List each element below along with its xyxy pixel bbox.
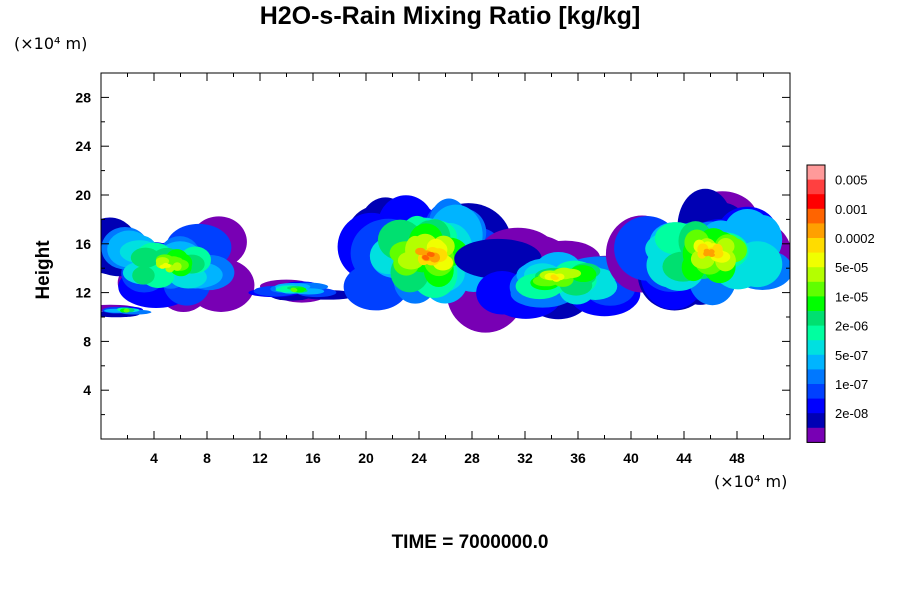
y-tick-label: 20 xyxy=(75,187,91,203)
colorbar-label: 0.0002 xyxy=(835,231,875,246)
colorbar-swatch xyxy=(807,427,825,443)
mixing-ratio-field xyxy=(101,188,790,333)
colorbar-swatch xyxy=(807,325,825,341)
cloud-cell xyxy=(162,262,169,268)
colorbar-swatch xyxy=(807,354,825,370)
colorbar-swatch xyxy=(807,384,825,399)
colorbar-label: 0.001 xyxy=(835,202,868,217)
cloud-cell xyxy=(415,247,426,256)
cloud-cell xyxy=(703,251,710,257)
y-tick-label: 12 xyxy=(75,285,91,301)
cloud-cell xyxy=(291,288,298,293)
colorbar-frame xyxy=(806,164,826,443)
x-tick-label: 12 xyxy=(252,450,268,466)
cloud-cell xyxy=(132,266,155,285)
y-tick-label: 24 xyxy=(75,138,91,154)
x-tick-label: 8 xyxy=(203,450,211,466)
colorbar-label: 0.005 xyxy=(835,173,868,188)
colorbar-label: 2e-08 xyxy=(835,406,868,421)
colorbar-swatch xyxy=(807,208,825,224)
cloud-cell xyxy=(130,247,160,268)
colorbar-swatch xyxy=(807,369,825,385)
colorbar-swatch xyxy=(807,223,825,239)
colorbar-swatch xyxy=(807,311,825,326)
x-tick-label: 48 xyxy=(729,450,745,466)
y-unit-label: (×10⁴ m) xyxy=(14,34,88,53)
cloud-cell xyxy=(423,256,430,261)
colorbar-swatch xyxy=(807,413,825,429)
x-tick-label: 20 xyxy=(358,450,374,466)
y-tick-label: 4 xyxy=(83,382,91,398)
y-tick-label: 8 xyxy=(83,333,91,349)
colorbar-swatch xyxy=(807,340,825,356)
cloud-cell xyxy=(552,276,559,281)
x-tick-label: 24 xyxy=(411,450,427,466)
colorbar-label: 1e-07 xyxy=(835,377,868,392)
x-tick-label: 28 xyxy=(464,450,480,466)
y-tick-label: 16 xyxy=(75,236,91,252)
x-tick-label: 32 xyxy=(517,450,533,466)
x-unit-label: (×10⁴ m) xyxy=(714,472,788,491)
x-tick-label: 44 xyxy=(676,450,692,466)
colorbar-swatch xyxy=(807,238,825,253)
cloud-cell xyxy=(426,252,433,257)
time-label: TIME = 7000000.0 xyxy=(391,532,549,553)
x-tick-label: 40 xyxy=(623,450,639,466)
y-tick-label: 28 xyxy=(75,89,91,105)
colorbar-swatch xyxy=(807,398,825,414)
colorbar-swatch xyxy=(807,267,825,283)
colorbar-label: 2e-06 xyxy=(835,319,868,334)
x-tick-label: 36 xyxy=(570,450,586,466)
colorbar-swatch xyxy=(807,194,825,210)
colorbar-swatch xyxy=(807,165,825,180)
colorbar-swatch xyxy=(807,296,825,312)
colorbar-swatch xyxy=(807,179,825,195)
colorbar: 0.005 0.001 0.0002 5e-05 1e-05 2e-06 5e-07 1e-0… xyxy=(806,164,875,443)
chart-title: H2O-s-Rain Mixing Ratio [kg/kg] xyxy=(259,2,641,30)
colorbar-swatch xyxy=(807,281,825,297)
colorbar-label: 5e-07 xyxy=(835,348,868,363)
colorbar-swatch xyxy=(807,252,825,268)
x-tick-label: 16 xyxy=(305,450,321,466)
colorbar-label: 1e-05 xyxy=(835,289,868,304)
cloud-cell xyxy=(123,308,130,313)
colorbar-label: 5e-05 xyxy=(835,260,868,275)
cloud-cell xyxy=(172,262,182,271)
x-tick-label: 4 xyxy=(150,450,158,466)
